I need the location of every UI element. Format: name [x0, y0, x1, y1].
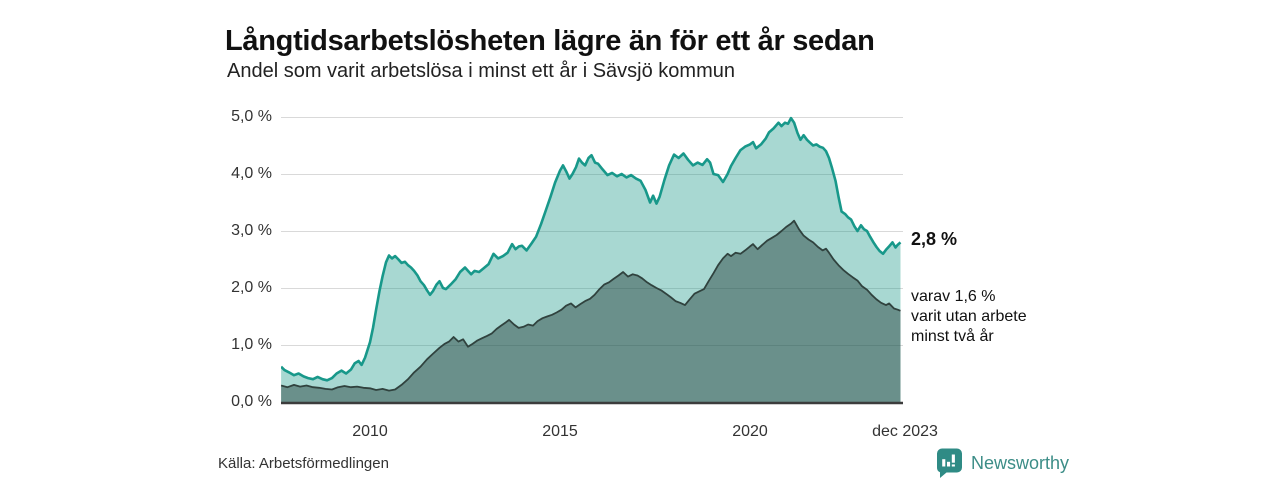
y-tick-label: 5,0 % — [231, 108, 272, 125]
y-tick-label: 3,0 % — [231, 222, 272, 239]
annotation-line: varit utan arbete — [911, 308, 1027, 325]
newsworthy-wordmark: Newsworthy — [971, 452, 1070, 473]
x-tick-label: 2015 — [542, 423, 578, 440]
source-credit: Källa: Arbetsförmedlingen — [218, 455, 389, 472]
y-tick-label: 2,0 % — [231, 279, 272, 296]
unemployment-area-chart — [281, 116, 903, 405]
y-tick-label: 1,0 % — [231, 336, 272, 353]
x-tick-label: 2020 — [732, 423, 768, 440]
annotation-line: varav 1,6 % — [911, 288, 996, 305]
page-title: Långtidsarbetslösheten lägre än för ett … — [225, 25, 875, 58]
newsworthy-bar-chart-icon — [936, 448, 963, 478]
annotation-line: minst två år — [911, 328, 994, 345]
two-year-annotation: varav 1,6 % varit utan arbete minst två … — [911, 287, 1027, 347]
x-tick-label: dec 2023 — [872, 423, 938, 440]
x-tick-label: 2010 — [352, 423, 388, 440]
latest-value-label: 2,8 % — [911, 229, 958, 249]
newsworthy-logo: Newsworthy — [936, 448, 1069, 478]
y-tick-label: 0,0 % — [231, 393, 272, 410]
y-tick-label: 4,0 % — [231, 165, 272, 182]
chart-subtitle: Andel som varit arbetslösa i minst ett å… — [227, 60, 735, 82]
